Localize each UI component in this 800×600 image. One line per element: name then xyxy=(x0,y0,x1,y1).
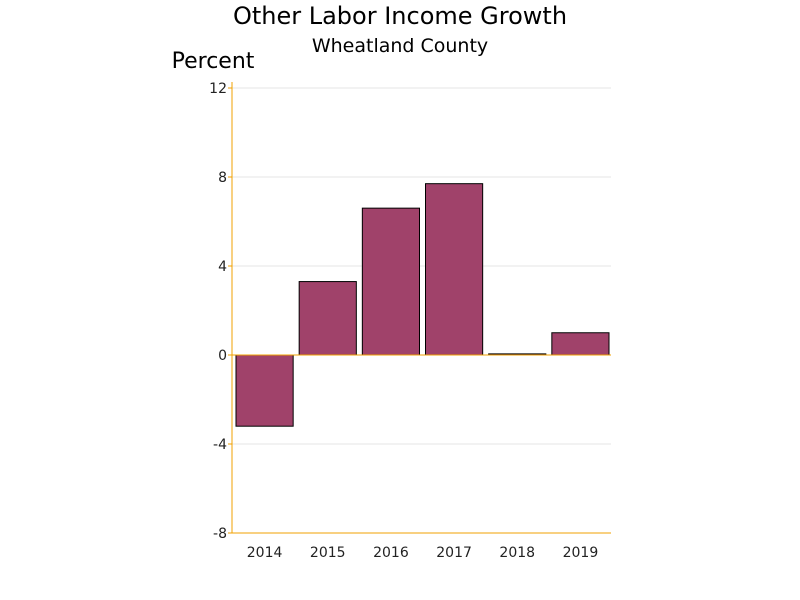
bar-2019 xyxy=(551,332,610,356)
x-tick-label: 2017 xyxy=(436,545,472,561)
bars xyxy=(235,183,610,427)
y-tick-label: -8 xyxy=(213,526,227,542)
bar-2014 xyxy=(235,354,294,427)
axes xyxy=(228,82,611,534)
y-tick-label: 0 xyxy=(218,348,227,364)
y-axis-label: Percent xyxy=(172,49,255,74)
x-tick-labels: 2014 2015 2016 2017 2018 2019 xyxy=(247,545,598,561)
x-tick-label: 2015 xyxy=(310,545,346,561)
y-tick-label: -4 xyxy=(213,437,227,453)
x-tick-label: 2019 xyxy=(563,545,599,561)
bar-2015 xyxy=(298,281,357,356)
x-tick-label: 2014 xyxy=(247,545,283,561)
bar-2017 xyxy=(425,183,484,356)
chart-subtitle: Wheatland County xyxy=(312,35,488,57)
x-tick-label: 2016 xyxy=(373,545,409,561)
bar-2016 xyxy=(361,207,421,356)
y-tick-label: 8 xyxy=(218,170,227,186)
x-tick-label: 2018 xyxy=(499,545,535,561)
y-tick-label: 4 xyxy=(218,259,227,275)
y-tick-labels: -8 -4 0 4 8 12 xyxy=(209,81,227,542)
y-tick-label: 12 xyxy=(209,81,227,97)
chart-title: Other Labor Income Growth xyxy=(233,2,567,30)
